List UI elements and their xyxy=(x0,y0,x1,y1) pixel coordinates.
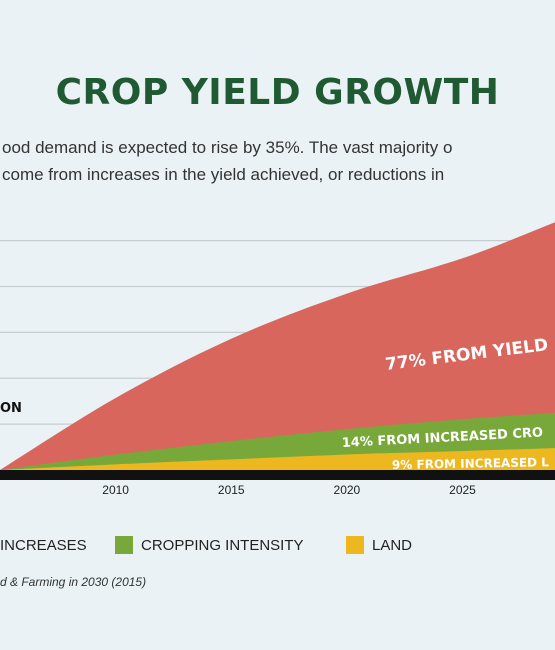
legend-label-increases: INCREASES xyxy=(0,537,87,554)
chart-legend: INCREASES CROPPING INTENSITY LAND xyxy=(0,534,555,558)
legend-label-cropping: CROPPING INTENSITY xyxy=(141,537,304,554)
land-area xyxy=(0,448,555,470)
source-note: d & Farming in 2030 (2015) xyxy=(0,575,147,589)
subtitle-line-1: ood demand is expected to rise by 35%. T… xyxy=(2,138,453,157)
subtitle-line-2: come from increases in the yield achieve… xyxy=(2,165,445,184)
x-tick-label-2: 2020 xyxy=(334,483,361,497)
legend-swatch-land xyxy=(346,536,364,554)
annotation-left: ON xyxy=(0,401,22,416)
yield-area xyxy=(0,222,555,470)
chart-title: CROP YIELD GROWTH xyxy=(55,72,500,113)
x-tick-label-3: 2025 xyxy=(449,483,476,497)
x-tick-label-1: 2015 xyxy=(218,483,245,497)
legend-label-land: LAND xyxy=(372,537,413,554)
legend-swatch-cropping xyxy=(115,536,133,554)
x-axis-bar xyxy=(0,470,555,480)
x-tick-label-0: 2010 xyxy=(102,483,129,497)
annotation-land: 9% FROM INCREASED L xyxy=(392,455,550,472)
